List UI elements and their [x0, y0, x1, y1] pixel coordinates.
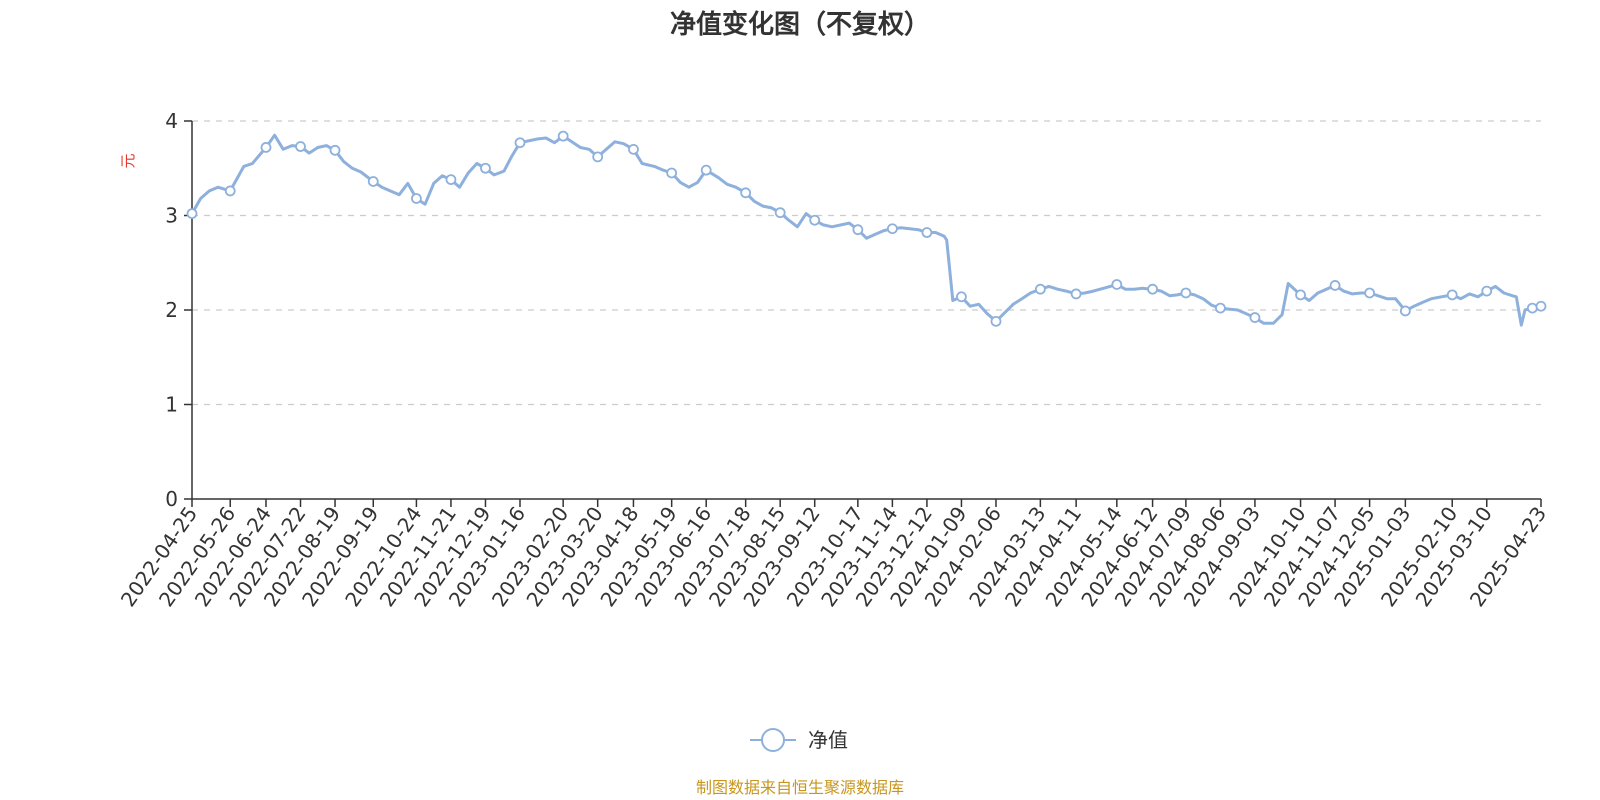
series-net-value: [190, 133, 1543, 327]
data-point-marker: [557, 130, 569, 142]
data-point-marker: [1364, 287, 1376, 299]
data-point-marker: [514, 137, 526, 149]
data-point-marker: [445, 174, 457, 185]
x-tick-labels: 2022-04-252022-05-262022-06-242022-07-22…: [116, 499, 1551, 611]
y-tick-label: 3: [165, 204, 178, 228]
data-point-marker: [628, 143, 639, 155]
data-point-marker: [809, 214, 821, 226]
series-line-net-value: [190, 133, 1543, 327]
series-markers: [186, 130, 1547, 327]
data-point-marker: [774, 207, 786, 219]
y-tick-label: 1: [165, 393, 178, 417]
data-point-marker: [329, 144, 341, 156]
data-point-marker: [1329, 280, 1341, 291]
data-point-marker: [1535, 300, 1547, 312]
data-point-marker: [990, 315, 1002, 327]
data-point-marker: [1446, 289, 1458, 301]
data-point-marker: [295, 141, 306, 152]
data-point-marker: [1180, 287, 1192, 299]
data-point-marker: [1295, 289, 1306, 301]
data-point-marker: [186, 208, 198, 220]
data-point-marker: [1481, 285, 1493, 297]
data-point-marker: [666, 167, 678, 179]
grid-lines: [192, 120, 1541, 406]
legend-label: 净值: [808, 728, 848, 752]
y-tick-label: 0: [165, 487, 178, 511]
data-point-marker: [886, 223, 898, 235]
y-axis-label: 元: [119, 153, 137, 168]
data-point-marker: [921, 227, 933, 238]
data-point-marker: [592, 151, 604, 163]
legend[interactable]: 净值: [750, 728, 848, 752]
data-point-marker: [1034, 283, 1046, 295]
data-point-marker: [956, 291, 967, 303]
data-point-marker: [411, 193, 422, 204]
data-point-marker: [1111, 279, 1123, 290]
data-point-marker: [260, 142, 272, 153]
data-point-marker: [700, 164, 712, 176]
data-point-marker: [1399, 305, 1411, 317]
data-point-marker: [1147, 283, 1158, 295]
data-source-note: 制图数据来自恒生聚源数据库: [696, 778, 904, 797]
chart-title: 净值变化图（不复权）: [670, 9, 930, 40]
data-point-marker: [740, 187, 752, 199]
data-point-marker: [480, 162, 491, 174]
data-point-marker: [1214, 302, 1226, 314]
data-point-marker: [1526, 302, 1538, 314]
data-point-marker: [224, 185, 236, 197]
legend-marker-icon: [761, 728, 785, 752]
y-tick-label: 2: [165, 298, 178, 322]
data-point-marker: [852, 224, 864, 236]
data-point-marker: [1249, 312, 1261, 323]
y-tick-labels: 0 1 2 3 4: [165, 109, 192, 511]
y-tick-label: 4: [165, 109, 178, 133]
data-point-marker: [367, 176, 379, 187]
data-point-marker: [1070, 288, 1082, 300]
